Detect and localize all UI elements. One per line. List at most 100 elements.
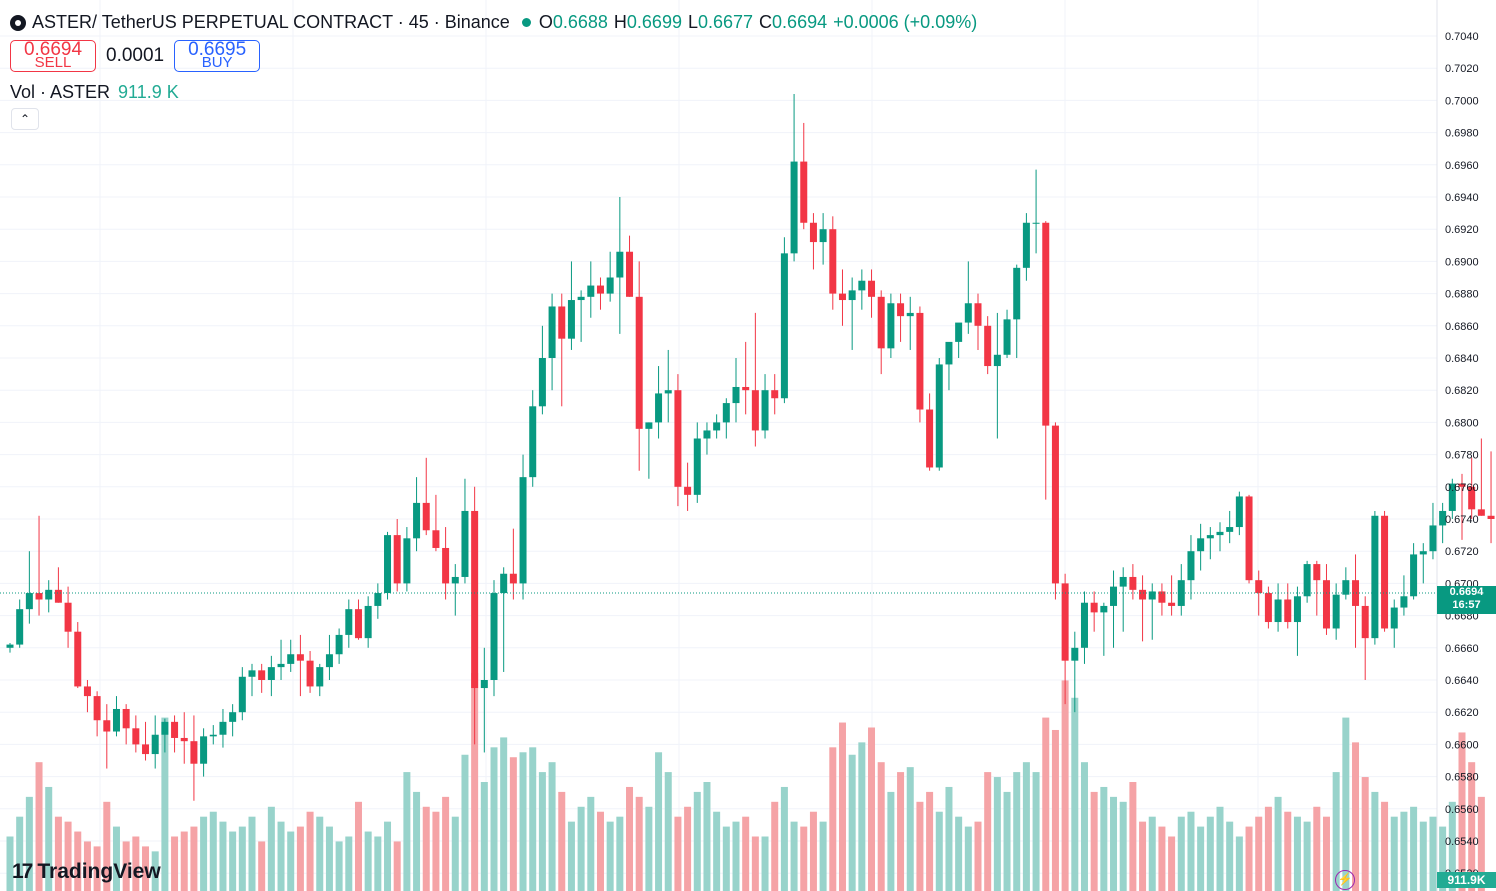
candle [1187,535,1195,600]
candle [413,477,421,552]
volume-bar [142,846,150,891]
candle-body [325,654,333,668]
volume-bar [471,673,479,891]
candle-body [1119,576,1127,587]
volume-bar [1342,717,1350,891]
price-tick-label: 0.7040 [1445,31,1479,43]
volume-legend[interactable]: Vol · ASTER 911.9 K [10,82,179,103]
price-tick-label: 0.6820 [1445,385,1479,397]
candle [422,457,430,536]
candle [161,718,169,753]
candle [858,269,866,310]
candle [780,237,788,404]
volume-bar [103,801,111,891]
candle-body [684,486,692,495]
candle-body [1371,515,1379,639]
volume-bar [1313,806,1321,891]
candle-body [567,300,575,339]
candle [1400,575,1408,616]
volume-bar [751,836,759,891]
candle [809,213,817,270]
candle [906,296,914,350]
candle [819,213,827,265]
candle [790,93,798,262]
candle [1361,596,1369,680]
symbol-description[interactable]: / TetherUS PERPETUAL CONTRACT · 45 · Bin… [92,12,510,32]
candle [238,667,246,721]
candle-body [103,720,111,732]
collapse-legend-button[interactable]: ⌃ [11,108,39,130]
volume-bar [442,796,450,891]
volume-bar [219,821,227,891]
candle [567,261,575,350]
candle-body [848,290,856,301]
volume-bar [93,846,101,891]
volume-bar [1322,816,1330,891]
volume-bar [422,806,430,891]
candle-body [1274,599,1282,623]
candle [829,216,837,310]
candle-body [1284,599,1292,623]
candle-body [1439,510,1447,526]
volume-bar [316,816,324,891]
volume-bar [6,836,14,891]
volume-bar [916,801,924,891]
candle-body [500,573,508,594]
volume-bar [287,831,295,891]
volume-bar [1303,821,1311,891]
candle [1168,575,1176,616]
lightning-icon[interactable]: ⚡ [1335,870,1355,890]
volume-bar [16,816,24,891]
price-tick-label: 0.6740 [1445,514,1479,526]
price-tick-label: 0.6900 [1445,256,1479,268]
candle [897,293,905,342]
price-axis[interactable]: 0.7040 0.7020 0.7000 0.6980 0.6960 0.6940 0.69… [1436,0,1479,891]
candle [325,634,333,680]
candle [1042,221,1050,500]
candle-body [345,609,353,635]
change-value: +0.0006 (+0.09%) [833,12,978,32]
volume-bar [693,791,701,891]
buy-button[interactable]: 0.6695 BUY [174,40,261,72]
volume-bar [45,786,53,891]
volume-bar [171,836,179,891]
candle-body [64,602,72,632]
candle-body [1110,586,1118,606]
price-tick-label: 0.6860 [1445,321,1479,333]
candle [529,390,537,487]
sell-button[interactable]: 0.6694 SELL [10,40,96,72]
candle-body [606,277,614,294]
volume-bar [1061,680,1069,891]
tradingview-logo[interactable]: 17 TradingView [12,860,161,884]
candle [974,293,982,350]
candle [1197,523,1205,571]
volume-bar [1468,762,1476,891]
volume-bar [529,747,537,891]
candle [616,197,624,334]
candle [645,422,653,479]
candle-body [1051,425,1059,584]
price-tick-label: 0.7020 [1445,63,1479,75]
candle-body [1197,538,1205,552]
volume-bar [838,722,846,891]
candle [1429,502,1437,560]
candle [1216,522,1224,552]
candle-body [122,708,130,729]
candle-body [132,728,140,745]
candle [635,261,643,471]
candle [1448,478,1456,519]
candle [1139,575,1147,642]
symbol-name[interactable]: ASTER [32,12,93,32]
candle-body [548,306,556,358]
volume-bar [626,786,634,891]
candle [335,628,343,664]
candle-body [655,393,663,423]
candle [509,528,517,600]
volume-bar [1158,826,1166,891]
candle [1410,543,1418,600]
candle-body [171,721,179,738]
candle [471,486,479,745]
candle [761,374,769,439]
price-tick-label: 0.6880 [1445,289,1479,301]
